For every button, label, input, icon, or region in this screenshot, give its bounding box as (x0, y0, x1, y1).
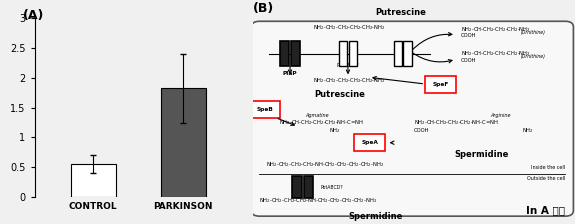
Text: Spermidine: Spermidine (348, 212, 402, 221)
Text: PotABCD?: PotABCD? (336, 63, 359, 68)
Text: Putrescine: Putrescine (315, 90, 365, 99)
Text: SpeB: SpeB (256, 107, 274, 112)
Text: Agmatine: Agmatine (305, 113, 329, 118)
Text: COOH: COOH (461, 33, 476, 38)
Text: $\mathregular{NH_2}$-CH-$\mathregular{CH_2}$-$\mathregular{CH_2}$-$\mathregular{: $\mathregular{NH_2}$-CH-$\mathregular{CH… (461, 25, 531, 34)
Bar (339, 41, 347, 66)
Text: Putrescine: Putrescine (375, 8, 427, 17)
Text: (Ornithine): (Ornithine) (520, 30, 545, 35)
Text: $\mathregular{NH_2}$: $\mathregular{NH_2}$ (329, 126, 341, 135)
Text: Spermidine: Spermidine (454, 150, 509, 159)
Text: (A): (A) (23, 9, 44, 22)
Text: $\mathregular{NH_2}$-CH-$\mathregular{CH_2}$-$\mathregular{CH_2}$-$\mathregular{: $\mathregular{NH_2}$-CH-$\mathregular{CH… (414, 118, 499, 127)
Bar (279, 41, 289, 66)
Text: PotABCD?: PotABCD? (321, 185, 343, 190)
Text: (Ornithine): (Ornithine) (520, 54, 545, 59)
Text: COOH: COOH (461, 58, 476, 63)
Text: $\mathregular{NH_2}$-$\mathregular{CH_2}$-$\mathregular{CH_2}$-$\mathregular{CH_: $\mathregular{NH_2}$-$\mathregular{CH_2}… (313, 76, 386, 85)
FancyBboxPatch shape (251, 21, 573, 216)
Text: Outside the cell: Outside the cell (527, 176, 565, 181)
Bar (426, 76, 456, 93)
Text: In A 균주: In A 균주 (526, 205, 565, 215)
Bar (160, 88, 205, 197)
Bar (250, 101, 281, 118)
Text: $\mathregular{NH_2}$: $\mathregular{NH_2}$ (522, 126, 534, 135)
Text: $\mathregular{NH_2}$-CH-$\mathregular{CH_2}$-$\mathregular{CH_2}$-$\mathregular{: $\mathregular{NH_2}$-CH-$\mathregular{CH… (461, 49, 531, 58)
Bar (291, 41, 301, 66)
Bar (71, 164, 116, 197)
Text: Inside the cell: Inside the cell (531, 165, 565, 170)
Text: PotE?: PotE? (396, 63, 409, 68)
Text: SpeF: SpeF (432, 82, 448, 87)
Text: (B): (B) (253, 2, 274, 15)
Text: Arginine: Arginine (490, 113, 511, 118)
Bar (404, 41, 412, 66)
Text: $\mathregular{NH_2}$-$\mathregular{CH_2}$-$\mathregular{CH_2}$-$\mathregular{CH_: $\mathregular{NH_2}$-$\mathregular{CH_2}… (266, 160, 384, 169)
Bar (348, 41, 357, 66)
Text: $\mathregular{NH_2}$-CH-$\mathregular{CH_2}$-$\mathregular{CH_2}$-$\mathregular{: $\mathregular{NH_2}$-CH-$\mathregular{CH… (279, 118, 363, 127)
Bar (293, 177, 302, 198)
Bar (354, 134, 385, 151)
Bar (394, 41, 402, 66)
Text: COOH: COOH (414, 128, 430, 133)
Text: SpeA: SpeA (361, 140, 378, 145)
Text: PlaP: PlaP (283, 71, 297, 75)
Text: $\mathregular{NH_2}$-$\mathregular{CH_2}$-$\mathregular{CH_2}$-$\mathregular{CH_: $\mathregular{NH_2}$-$\mathregular{CH_2}… (259, 196, 378, 205)
Text: $\mathregular{NH_2}$-$\mathregular{CH_2}$-$\mathregular{CH_2}$-$\mathregular{CH_: $\mathregular{NH_2}$-$\mathregular{CH_2}… (313, 24, 386, 32)
Bar (304, 177, 313, 198)
